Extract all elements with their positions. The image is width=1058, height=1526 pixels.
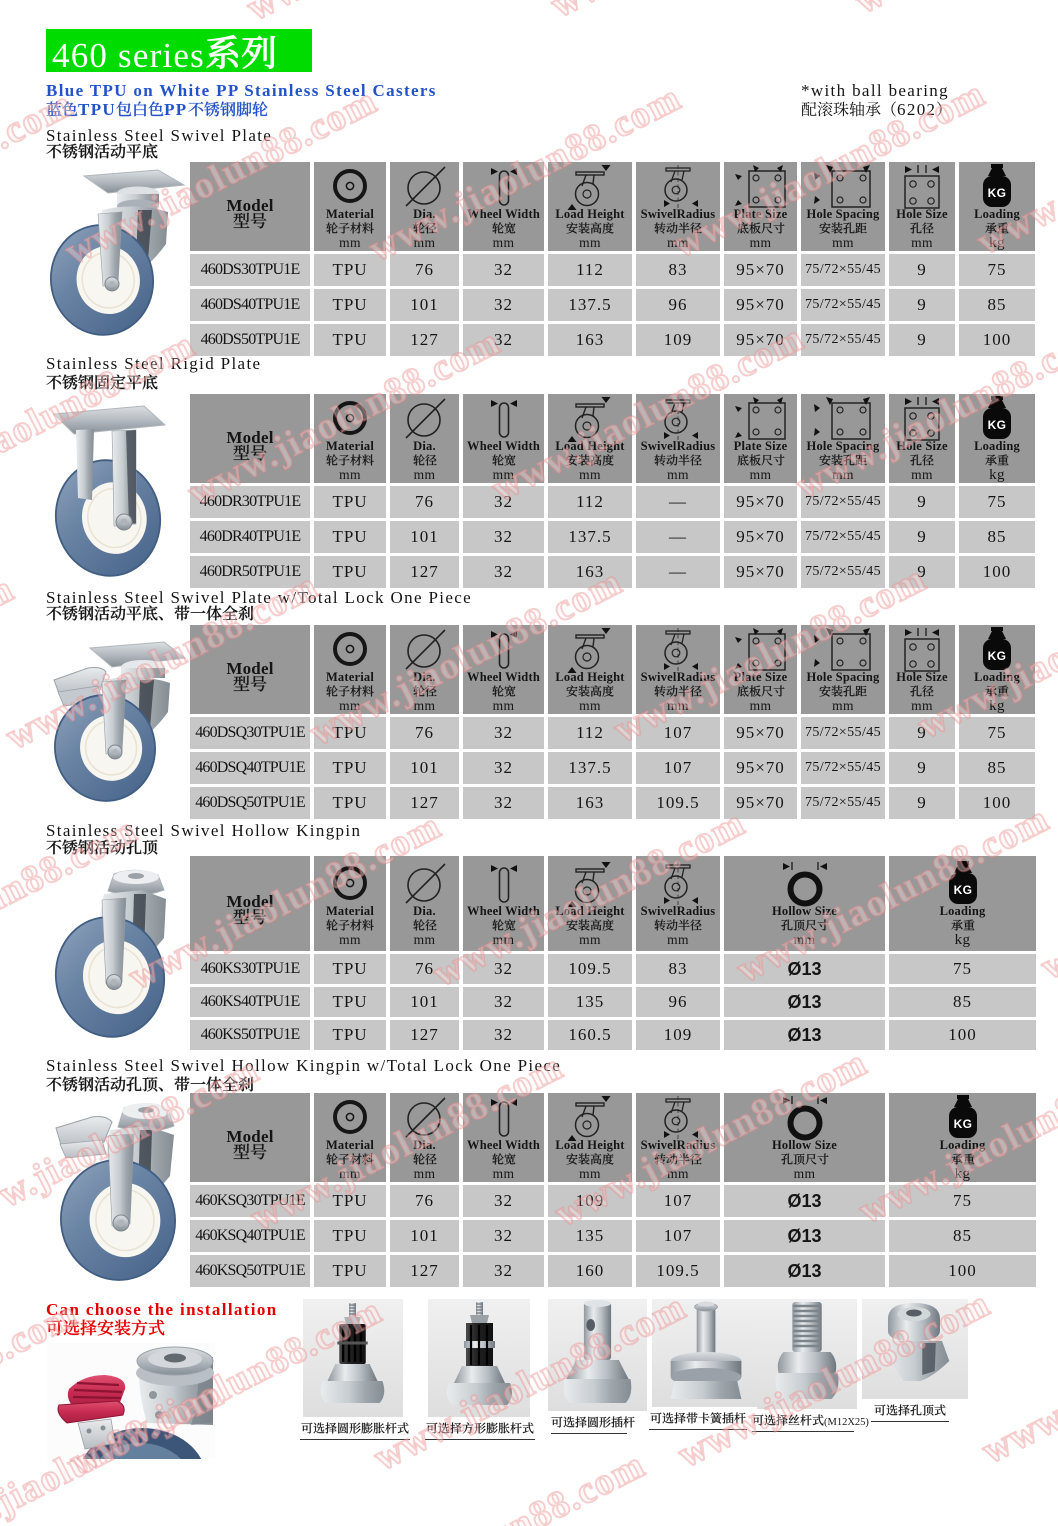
svg-text:KG: KG [988, 649, 1007, 663]
svg-text:KG: KG [988, 186, 1007, 200]
svg-text:KG: KG [953, 1117, 972, 1131]
svg-text:KG: KG [953, 883, 972, 897]
svg-text:KG: KG [988, 418, 1007, 432]
